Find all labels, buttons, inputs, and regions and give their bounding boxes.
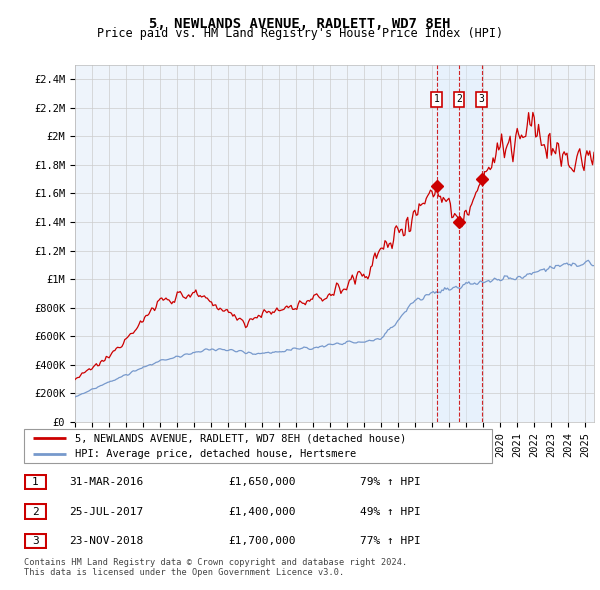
Text: 3: 3 xyxy=(32,536,39,546)
Text: 49% ↑ HPI: 49% ↑ HPI xyxy=(360,507,421,516)
Text: 5, NEWLANDS AVENUE, RADLETT, WD7 8EH: 5, NEWLANDS AVENUE, RADLETT, WD7 8EH xyxy=(149,17,451,31)
Text: 79% ↑ HPI: 79% ↑ HPI xyxy=(360,477,421,487)
Text: 2: 2 xyxy=(456,94,462,104)
Text: Contains HM Land Registry data © Crown copyright and database right 2024.
This d: Contains HM Land Registry data © Crown c… xyxy=(24,558,407,577)
FancyBboxPatch shape xyxy=(25,474,46,490)
Text: 77% ↑ HPI: 77% ↑ HPI xyxy=(360,536,421,546)
Text: £1,400,000: £1,400,000 xyxy=(228,507,296,516)
Text: 5, NEWLANDS AVENUE, RADLETT, WD7 8EH (detached house): 5, NEWLANDS AVENUE, RADLETT, WD7 8EH (de… xyxy=(76,433,407,443)
Text: 3: 3 xyxy=(479,94,485,104)
FancyBboxPatch shape xyxy=(24,429,492,463)
Text: 31-MAR-2016: 31-MAR-2016 xyxy=(69,477,143,487)
Text: 1: 1 xyxy=(32,477,39,487)
Text: 2: 2 xyxy=(32,507,39,516)
Text: Price paid vs. HM Land Registry's House Price Index (HPI): Price paid vs. HM Land Registry's House … xyxy=(97,27,503,40)
Bar xyxy=(437,65,482,422)
FancyBboxPatch shape xyxy=(25,533,46,549)
Text: 25-JUL-2017: 25-JUL-2017 xyxy=(69,507,143,516)
Text: 1: 1 xyxy=(434,94,440,104)
Text: 23-NOV-2018: 23-NOV-2018 xyxy=(69,536,143,546)
Text: £1,650,000: £1,650,000 xyxy=(228,477,296,487)
FancyBboxPatch shape xyxy=(25,504,46,519)
Text: £1,700,000: £1,700,000 xyxy=(228,536,296,546)
Text: HPI: Average price, detached house, Hertsmere: HPI: Average price, detached house, Hert… xyxy=(76,449,357,459)
